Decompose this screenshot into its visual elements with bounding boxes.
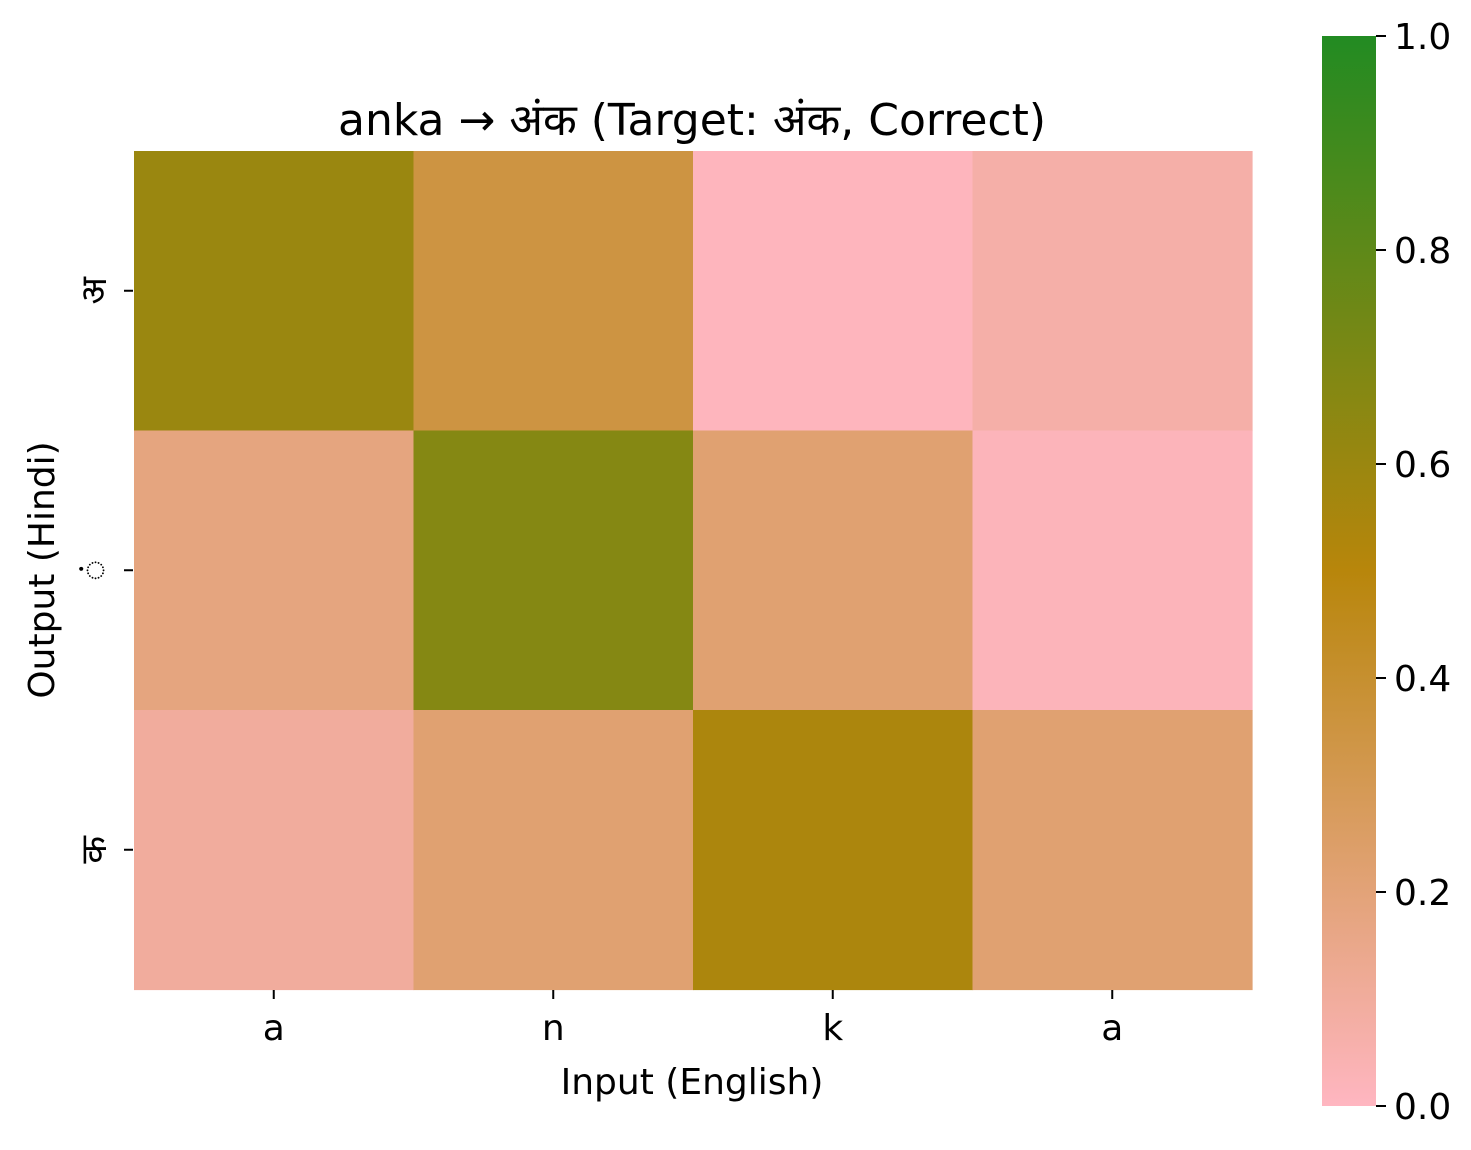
colorbar-ticks: 0.0 0.2 0.4 0.6 0.8 1.0: [1376, 17, 1451, 1128]
y-axis-ticks: अं क: [74, 276, 133, 864]
colorbar-tick-label: 0.6: [1394, 445, 1451, 486]
colorbar: [1322, 36, 1376, 1106]
heatmap-cell: [413, 710, 694, 991]
heatmap-cell: [972, 151, 1253, 432]
y-tick-label: ं: [74, 560, 115, 581]
y-tick-label: क: [74, 835, 115, 864]
colorbar-tick-label: 0.0: [1394, 1087, 1451, 1128]
heatmap-cell: [134, 430, 415, 711]
colorbar-tick-label: 0.2: [1394, 873, 1451, 914]
x-tick-label: a: [263, 1008, 285, 1049]
heatmap-cell: [972, 710, 1253, 991]
heatmap-cell: [972, 430, 1253, 711]
x-tick-label: a: [1101, 1008, 1123, 1049]
colorbar-tick-label: 0.8: [1394, 231, 1451, 272]
x-tick-label: k: [822, 1008, 843, 1049]
heatmap-cell: [134, 710, 415, 991]
y-axis-label: Output (Hindi): [22, 441, 63, 698]
heatmap-cells: [134, 151, 1253, 991]
chart-title: anka → अंक (Target: अंक, Correct): [338, 95, 1046, 146]
heatmap-cell: [413, 430, 694, 711]
heatmap-cell: [693, 710, 974, 991]
colorbar-tick-label: 1.0: [1394, 17, 1451, 58]
heatmap-cell: [693, 430, 974, 711]
x-tick-label: n: [542, 1008, 565, 1049]
heatmap-cell: [134, 151, 415, 432]
heatmap-cell: [413, 151, 694, 432]
colorbar-tick-label: 0.4: [1394, 659, 1451, 700]
y-tick-label: अ: [74, 276, 115, 305]
heatmap-cell: [693, 151, 974, 432]
x-axis-label: Input (English): [561, 1062, 824, 1103]
